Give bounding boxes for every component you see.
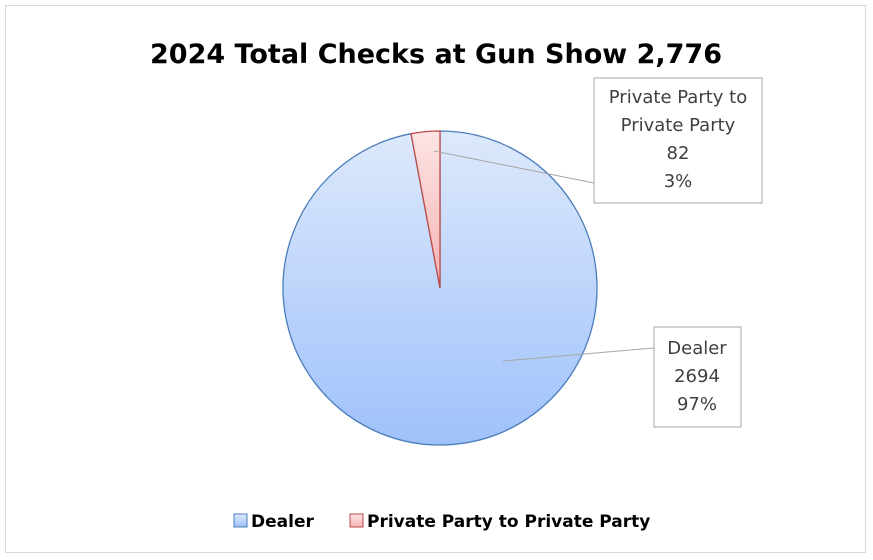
data-label-percent: 97% <box>677 394 717 415</box>
data-label-line-2: Private Party <box>621 115 736 136</box>
data-label-box-dealer <box>653 326 742 428</box>
data-label-box-private-party <box>593 77 763 204</box>
leader-line-private-party <box>433 150 595 184</box>
chart-frame: 2024 Total Checks at Gun Show 2,776 Priv… <box>5 5 866 553</box>
data-label-value: 82 <box>667 143 690 164</box>
pie-slice-private-party <box>410 130 441 289</box>
legend-label-dealer: Dealer <box>251 512 314 532</box>
data-label-name: Dealer <box>667 338 727 359</box>
data-label-line-1: Private Party to <box>609 87 747 108</box>
data-label-private-party: Private Party to Private Party 82 3% <box>593 77 763 204</box>
chart-title: 2024 Total Checks at Gun Show 2,776 <box>150 39 722 70</box>
pie-chart: 2024 Total Checks at Gun Show 2,776 Priv… <box>150 39 763 532</box>
data-label-value: 2694 <box>674 366 720 387</box>
legend-swatch-private-party <box>349 513 364 528</box>
data-label-percent: 3% <box>664 171 693 192</box>
legend-label-private-party: Private Party to Private Party <box>367 512 650 532</box>
pie-slices <box>282 130 598 446</box>
legend: Dealer Private Party to Private Party <box>233 512 650 532</box>
legend-swatch-dealer <box>233 513 248 528</box>
data-label-dealer: Dealer 2694 97% <box>653 326 742 428</box>
leader-line-dealer <box>502 347 655 362</box>
